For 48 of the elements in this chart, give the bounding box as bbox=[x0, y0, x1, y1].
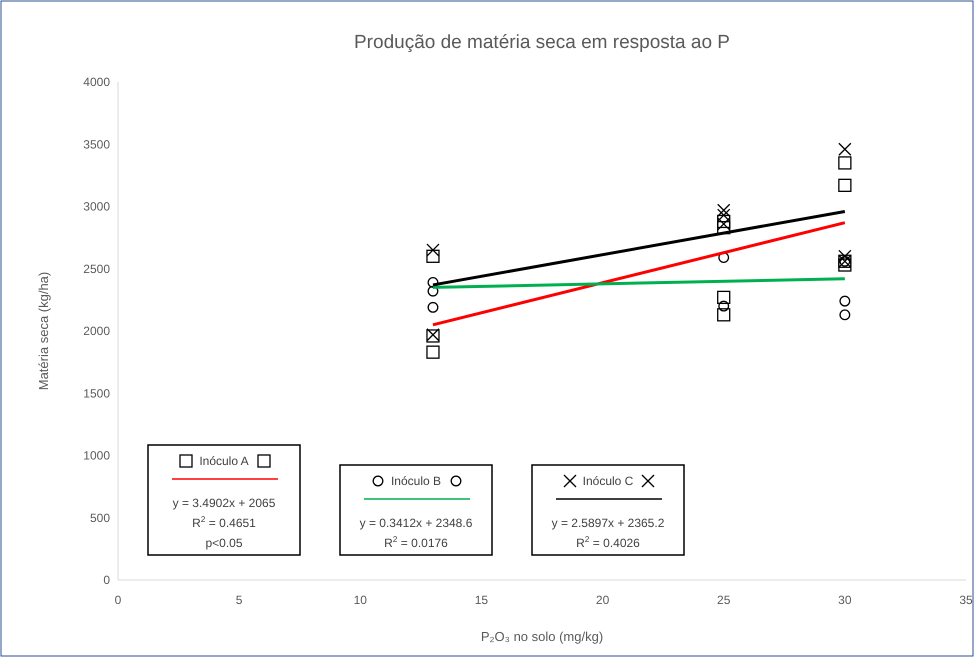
point bbox=[717, 214, 730, 228]
annotation: R$^{2}$ = 0.4651 bbox=[192, 514, 256, 530]
y-tick-label: 2500 bbox=[83, 262, 110, 276]
point bbox=[426, 243, 440, 257]
annotation: y = 0.3412x + 2348.6 bbox=[360, 516, 473, 530]
point bbox=[718, 252, 730, 263]
x-tick-label: 0 bbox=[114, 593, 122, 607]
point bbox=[839, 296, 850, 307]
y-tick-label: 3500 bbox=[83, 137, 110, 152]
point bbox=[838, 258, 852, 272]
legend-label: Inóculo A bbox=[199, 454, 249, 468]
legend-label: Inóculo B bbox=[390, 474, 442, 488]
point bbox=[838, 142, 852, 156]
annotation: y = 3.4902x + 2065 bbox=[172, 496, 276, 510]
x-axis-title: P₂O₃ no solo (mg/kg) bbox=[480, 629, 604, 644]
annotation: y = 2.5897x + 2365.2 bbox=[552, 516, 665, 530]
chart-title: Produção de matéria seca em resposta ao P bbox=[354, 32, 730, 53]
x-tick-label: 5 bbox=[236, 593, 243, 607]
point bbox=[839, 309, 850, 320]
x-tick-label: 15 bbox=[474, 593, 488, 607]
x-tick-label: 25 bbox=[717, 593, 731, 607]
y-tick-label: 4000 bbox=[83, 75, 110, 89]
y-tick-label: 0 bbox=[103, 573, 110, 587]
y-tick-label: 3000 bbox=[83, 200, 110, 214]
x-tick-label: 10 bbox=[354, 593, 368, 607]
y-tick-label: 1500 bbox=[83, 386, 110, 400]
x-tick-label: 30 bbox=[838, 593, 852, 607]
point bbox=[426, 250, 440, 263]
point bbox=[428, 276, 438, 288]
x-tick-label: 20 bbox=[596, 593, 610, 607]
point bbox=[838, 156, 852, 170]
annotation: p<0.05 bbox=[205, 536, 243, 550]
point bbox=[717, 290, 730, 304]
annotation: R$^{2}$ = 0.0176 bbox=[384, 534, 448, 550]
point bbox=[838, 178, 852, 192]
x-tick-label: 35 bbox=[959, 593, 973, 607]
y-axis-title: Matéria seca (kg/ha) bbox=[36, 272, 51, 390]
y-tick-label: 500 bbox=[90, 510, 110, 525]
y-tick-label: 1000 bbox=[83, 448, 110, 462]
point bbox=[428, 302, 438, 313]
point bbox=[426, 346, 440, 359]
annotation: R$^{2}$ = 0.4026 bbox=[576, 534, 640, 550]
point bbox=[717, 204, 730, 217]
legend-label: Inóculo C bbox=[582, 474, 634, 488]
point bbox=[428, 286, 438, 297]
point bbox=[718, 300, 730, 312]
y-tick-label: 2000 bbox=[83, 324, 110, 338]
point bbox=[717, 308, 730, 322]
